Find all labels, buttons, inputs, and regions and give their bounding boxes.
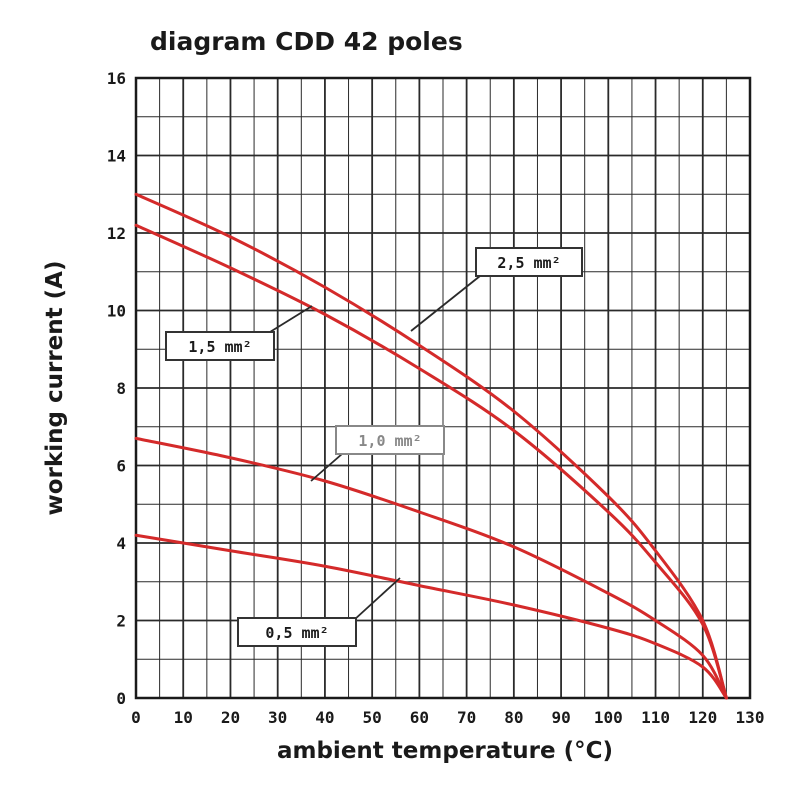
callout-box xyxy=(335,425,445,455)
callout-leader xyxy=(310,453,343,482)
grid xyxy=(134,76,752,700)
y-tick-label: 10 xyxy=(107,302,126,321)
x-tick-label: 60 xyxy=(410,708,429,727)
callout-box xyxy=(165,331,275,361)
series-line xyxy=(134,436,728,700)
x-tick-label: 100 xyxy=(594,708,623,727)
x-tick-label: 10 xyxy=(174,708,193,727)
series-label: 1,0 mm² xyxy=(358,432,421,450)
x-tick-label: 130 xyxy=(736,708,765,727)
x-tick-label: 90 xyxy=(551,708,570,727)
callout-leader xyxy=(410,275,481,332)
series-line xyxy=(134,533,728,700)
x-tick-label: 120 xyxy=(688,708,717,727)
x-tick-label: 70 xyxy=(457,708,476,727)
y-tick-label: 6 xyxy=(116,457,126,476)
x-tick-label: 30 xyxy=(268,708,287,727)
series-label: 2,5 mm² xyxy=(497,254,560,272)
x-tick-label: 80 xyxy=(504,708,523,727)
y-axis-label: working current (A) xyxy=(42,261,68,516)
y-tick-label: 16 xyxy=(107,69,126,88)
y-tick-label: 4 xyxy=(116,534,126,553)
series-label: 1,5 mm² xyxy=(188,338,251,356)
x-tick-label: 40 xyxy=(315,708,334,727)
series-line xyxy=(134,192,728,700)
callout-box xyxy=(475,247,583,277)
x-tick-label: 50 xyxy=(363,708,382,727)
ticks: 0 10 20 30 40 50 60 70 80 90 100 110 120 130 0 2 4 6 8 10 12… xyxy=(107,69,765,727)
chart-title: diagram CDD 42 poles xyxy=(150,27,463,56)
callout-leader xyxy=(353,577,401,621)
y-tick-label: 8 xyxy=(116,379,126,398)
y-tick-label: 0 xyxy=(116,689,126,708)
y-tick-label: 14 xyxy=(107,147,126,166)
plot-frame xyxy=(134,76,752,700)
y-tick-label: 12 xyxy=(107,224,126,243)
x-axis-label: ambient temperature (°C) xyxy=(277,738,613,764)
series-line xyxy=(134,223,728,700)
callout-box xyxy=(237,617,357,647)
x-tick-label: 20 xyxy=(221,708,240,727)
y-tick-label: 2 xyxy=(116,612,126,631)
series-label: 0,5 mm² xyxy=(265,624,328,642)
callout-leader xyxy=(269,305,313,333)
x-tick-label: 0 xyxy=(131,708,141,727)
x-tick-label: 110 xyxy=(641,708,670,727)
annotations: 2,5 mm² 1,5 mm² 1,0 mm² 0,5 mm² xyxy=(165,247,583,647)
series-group xyxy=(134,192,728,700)
